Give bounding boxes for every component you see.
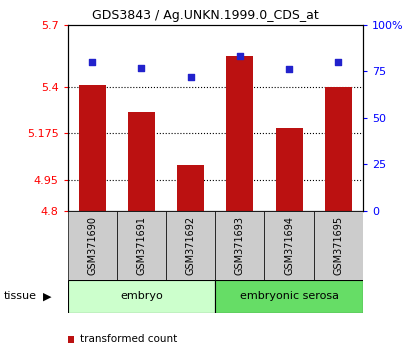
Text: tissue: tissue [4, 291, 37, 302]
Bar [166, 211, 215, 280]
Bar [313, 211, 362, 280]
Point [89, 59, 95, 65]
Text: transformed count: transformed count [80, 335, 177, 344]
Bar [324, 87, 351, 211]
Bar [117, 211, 166, 280]
Text: GSM371690: GSM371690 [87, 216, 97, 275]
Text: GSM371692: GSM371692 [185, 216, 195, 275]
Point [138, 65, 144, 70]
Bar [215, 211, 264, 280]
Text: GSM371693: GSM371693 [234, 216, 244, 275]
Bar [264, 211, 313, 280]
Text: embryonic serosa: embryonic serosa [239, 291, 338, 302]
Text: GSM371691: GSM371691 [136, 216, 146, 275]
Bar [215, 280, 362, 313]
Bar [67, 280, 215, 313]
Text: GSM371695: GSM371695 [333, 216, 342, 275]
Point [236, 53, 243, 59]
Bar [177, 165, 204, 211]
Bar [275, 128, 302, 211]
Bar [226, 56, 253, 211]
Point [334, 59, 341, 65]
Text: ▶: ▶ [43, 291, 51, 302]
Text: GDS3843 / Ag.UNKN.1999.0_CDS_at: GDS3843 / Ag.UNKN.1999.0_CDS_at [91, 9, 318, 22]
Bar [128, 112, 155, 211]
Point [285, 67, 292, 72]
Bar [79, 85, 106, 211]
Text: GSM371694: GSM371694 [283, 216, 293, 275]
Bar [67, 211, 117, 280]
Text: embryo: embryo [120, 291, 162, 302]
Point [187, 74, 193, 80]
